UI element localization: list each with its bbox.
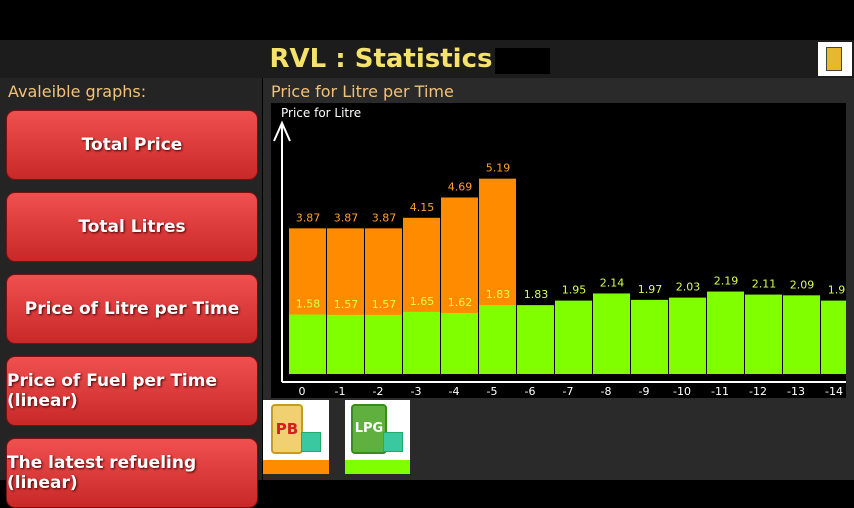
x-tick-label: -8 xyxy=(601,385,612,398)
title-bar xyxy=(0,40,854,78)
legend-swatch xyxy=(263,460,329,474)
legend-pb[interactable]: PB xyxy=(263,400,329,474)
x-tick-label: -2 xyxy=(373,385,384,398)
x-tick-label: -10 xyxy=(673,385,691,398)
bar xyxy=(745,294,782,374)
app-title: RVL : Statistics xyxy=(269,44,493,74)
sidebar-heading: Avaleible graphs: xyxy=(8,82,147,101)
data-label: 5.19 xyxy=(486,162,511,175)
data-label: 1.58 xyxy=(296,298,321,311)
x-tick-label: -4 xyxy=(449,385,460,398)
x-tick-label: -6 xyxy=(525,385,536,398)
x-tick-label: -3 xyxy=(411,385,422,398)
data-label: 1.95 xyxy=(562,284,587,297)
bar xyxy=(821,300,846,374)
bar xyxy=(479,305,516,374)
legend-label: LPG xyxy=(351,404,387,454)
data-label: 3.87 xyxy=(372,211,397,224)
legend-swatch xyxy=(345,460,410,474)
bar xyxy=(555,300,592,374)
graph-button[interactable]: Price of Fuel per Time (linear) xyxy=(6,356,258,426)
x-tick-label: -14 xyxy=(825,385,843,398)
x-tick-label: -12 xyxy=(749,385,767,398)
data-label: 3.87 xyxy=(296,211,321,224)
data-label: 1.97 xyxy=(638,283,663,296)
x-tick-label: -7 xyxy=(563,385,574,398)
bar xyxy=(783,295,820,374)
data-label: 1.95 xyxy=(828,284,846,297)
y-axis-label: Price for Litre xyxy=(281,106,361,120)
data-label: 1.65 xyxy=(410,295,435,308)
x-tick-label: -1 xyxy=(335,385,346,398)
panel-title: Price for Litre per Time xyxy=(271,82,454,101)
data-label: 1.83 xyxy=(524,288,549,301)
bar xyxy=(707,291,744,374)
data-label: 3.87 xyxy=(334,211,359,224)
bar xyxy=(403,311,440,374)
data-label: 4.15 xyxy=(410,201,435,214)
data-label: 1.57 xyxy=(372,298,397,311)
bar xyxy=(631,299,668,374)
x-tick-label: -5 xyxy=(487,385,498,398)
data-label: 2.11 xyxy=(752,278,777,291)
screen: RVL : Statistics Avaleible graphs: Total… xyxy=(0,40,854,508)
data-label: 4.69 xyxy=(448,180,473,193)
graph-button[interactable]: Total Price xyxy=(6,110,258,180)
app-icon[interactable] xyxy=(818,42,852,76)
chart: Price for Litre 3.87 3.87 3.87 4.15 4.69 5.19… xyxy=(271,103,846,398)
graph-button[interactable]: The latest refueling (linear) xyxy=(6,438,258,508)
x-tick-label: -9 xyxy=(639,385,650,398)
blank-box xyxy=(495,48,550,74)
bar xyxy=(669,297,706,374)
data-label: 2.03 xyxy=(676,281,701,294)
bar xyxy=(593,293,630,374)
x-tick-label: -11 xyxy=(711,385,729,398)
data-label: 2.09 xyxy=(790,278,815,291)
data-label: 2.19 xyxy=(714,275,739,288)
data-label: 1.83 xyxy=(486,288,511,301)
bar xyxy=(365,314,402,374)
data-label: 1.62 xyxy=(448,296,473,309)
legend-label: PB xyxy=(271,404,303,454)
x-tick-label: -13 xyxy=(787,385,805,398)
bar xyxy=(289,314,326,374)
graph-button[interactable]: Total Litres xyxy=(6,192,258,262)
bar xyxy=(327,314,364,374)
y-axis-arrow xyxy=(273,120,291,142)
bar xyxy=(441,313,478,374)
bar xyxy=(517,305,554,374)
legend-lpg[interactable]: LPG xyxy=(345,400,410,474)
graph-button[interactable]: Price of Litre per Time xyxy=(6,274,258,344)
data-label: 2.14 xyxy=(600,276,625,289)
x-tick-label: 0 xyxy=(299,385,306,398)
data-label: 1.57 xyxy=(334,298,359,311)
